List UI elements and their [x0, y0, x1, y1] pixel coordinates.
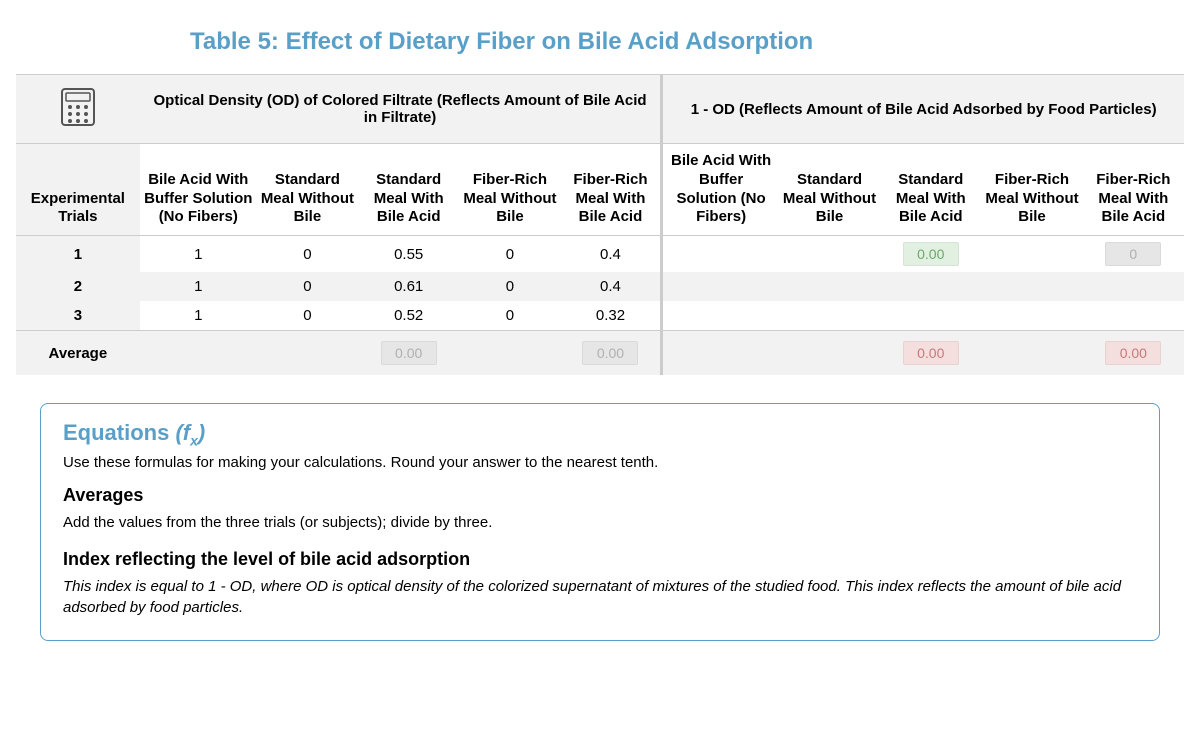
- data-cell: 1: [140, 301, 257, 331]
- data-cell: [1083, 331, 1184, 376]
- data-cell: [257, 331, 358, 376]
- col-header: Fiber-Rich Meal With Bile Acid: [1083, 144, 1184, 236]
- calculator-icon: [56, 85, 100, 129]
- col-header: Standard Meal With Bile Acid: [358, 144, 459, 236]
- data-cell: 0: [257, 236, 358, 273]
- average-row: Average: [16, 331, 1184, 376]
- data-cell: [1083, 272, 1184, 301]
- data-cell: [662, 272, 779, 301]
- table-row: 2 1 0 0.61 0 0.4: [16, 272, 1184, 301]
- data-cell: [358, 331, 459, 376]
- data-cell: [981, 272, 1082, 301]
- table-container: Optical Density (OD) of Colored Filtrate…: [0, 74, 1200, 375]
- data-cell: 0: [459, 301, 560, 331]
- data-cell: [662, 301, 779, 331]
- column-header-row: Experimental Trials Bile Acid With Buffe…: [16, 144, 1184, 236]
- col-header: Bile Acid With Buffer Solution (No Fiber…: [662, 144, 779, 236]
- data-cell: 0.4: [561, 236, 662, 273]
- data-cell: 0: [459, 236, 560, 273]
- col-header: Fiber-Rich Meal Without Bile: [459, 144, 560, 236]
- table-row: 3 1 0 0.52 0 0.32: [16, 301, 1184, 331]
- table-row: 1 1 0 0.55 0 0.4: [16, 236, 1184, 273]
- data-cell: [779, 301, 880, 331]
- answer-input[interactable]: [1105, 242, 1161, 266]
- group-header-left: Optical Density (OD) of Colored Filtrate…: [140, 75, 662, 144]
- data-cell: [662, 331, 779, 376]
- answer-input[interactable]: [903, 341, 959, 365]
- data-cell: [140, 331, 257, 376]
- data-cell: 1: [140, 272, 257, 301]
- averages-body: Add the values from the three trials (or…: [63, 512, 1137, 533]
- table-title: Table 5: Effect of Dietary Fiber on Bile…: [0, 0, 1200, 74]
- data-cell: [779, 331, 880, 376]
- data-cell: [779, 236, 880, 273]
- data-table: Optical Density (OD) of Colored Filtrate…: [16, 74, 1184, 375]
- data-cell: 0: [257, 301, 358, 331]
- data-cell: 0.55: [358, 236, 459, 273]
- equations-fx: (fx): [175, 420, 205, 445]
- col-header: Standard Meal Without Bile: [779, 144, 880, 236]
- data-cell: 0: [257, 272, 358, 301]
- average-label: Average: [16, 331, 140, 376]
- equations-title-text: Equations: [63, 420, 175, 445]
- group-header-row: Optical Density (OD) of Colored Filtrate…: [16, 75, 1184, 144]
- trial-label: 3: [16, 301, 140, 331]
- data-cell: 0.4: [561, 272, 662, 301]
- data-cell: [459, 331, 560, 376]
- col-header-trials: Experimental Trials: [16, 144, 140, 236]
- calculator-cell: [16, 75, 140, 144]
- data-cell: 0: [459, 272, 560, 301]
- data-cell: 0.52: [358, 301, 459, 331]
- data-cell: [880, 331, 981, 376]
- col-header: Bile Acid With Buffer Solution (No Fiber…: [140, 144, 257, 236]
- answer-input[interactable]: [582, 341, 638, 365]
- data-cell: [880, 236, 981, 273]
- index-body: This index is equal to 1 - OD, where OD …: [63, 576, 1137, 618]
- col-header: Fiber-Rich Meal With Bile Acid: [561, 144, 662, 236]
- answer-input[interactable]: [381, 341, 437, 365]
- trial-label: 2: [16, 272, 140, 301]
- data-cell: [981, 331, 1082, 376]
- data-cell: [1083, 301, 1184, 331]
- data-cell: 1: [140, 236, 257, 273]
- col-header: Fiber-Rich Meal Without Bile: [981, 144, 1082, 236]
- averages-header: Averages: [63, 485, 1137, 506]
- data-cell: 0.61: [358, 272, 459, 301]
- equations-panel: Equations (fx) Use these formulas for ma…: [40, 403, 1160, 641]
- data-cell: 0.32: [561, 301, 662, 331]
- group-header-right: 1 - OD (Reflects Amount of Bile Acid Ads…: [662, 75, 1184, 144]
- data-cell: [1083, 236, 1184, 273]
- index-header: Index reflecting the level of bile acid …: [63, 549, 1137, 570]
- col-header: Standard Meal Without Bile: [257, 144, 358, 236]
- trial-label: 1: [16, 236, 140, 273]
- data-cell: [880, 301, 981, 331]
- data-cell: [880, 272, 981, 301]
- data-cell: [779, 272, 880, 301]
- equations-title: Equations (fx): [63, 420, 1137, 448]
- answer-input[interactable]: [903, 242, 959, 266]
- col-header: Standard Meal With Bile Acid: [880, 144, 981, 236]
- data-cell: [561, 331, 662, 376]
- data-cell: [981, 236, 1082, 273]
- equations-intro: Use these formulas for making your calcu…: [63, 454, 1137, 471]
- data-cell: [981, 301, 1082, 331]
- data-cell: [662, 236, 779, 273]
- answer-input[interactable]: [1105, 341, 1161, 365]
